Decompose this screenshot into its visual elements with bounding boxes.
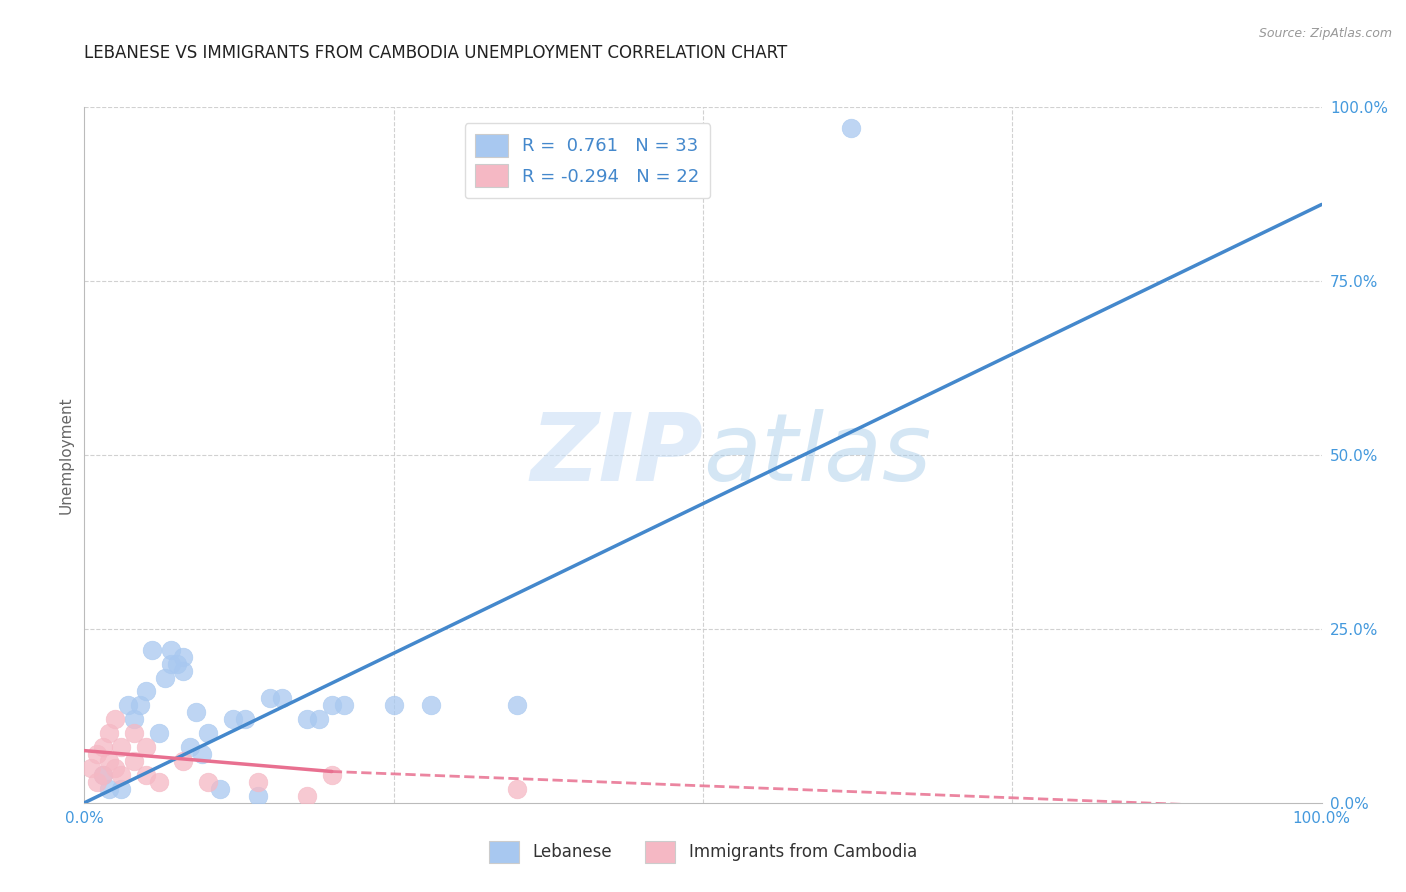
Point (259, 691, 281, 706)
Text: LEBANESE VS IMMIGRANTS FROM CAMBODIA UNEMPLOYMENT CORRELATION CHART: LEBANESE VS IMMIGRANTS FROM CAMBODIA UNE… (84, 45, 787, 62)
Point (135, 684, 157, 698)
Point (191, 747, 214, 761)
Point (333, 698, 356, 713)
Point (98, 781, 121, 796)
Point (172, 754, 194, 768)
Point (841, 120, 863, 135)
Point (86, 775, 108, 789)
Point (141, 642, 163, 657)
Point (308, 712, 330, 726)
Point (98, 726, 121, 740)
Point (419, 698, 441, 713)
Point (295, 789, 318, 803)
Point (91, 768, 114, 782)
Point (197, 726, 219, 740)
Point (222, 712, 245, 726)
Point (160, 642, 183, 657)
Point (184, 706, 207, 720)
Text: Source: ZipAtlas.com: Source: ZipAtlas.com (1258, 27, 1392, 40)
Point (110, 768, 132, 782)
Point (321, 768, 343, 782)
Point (135, 740, 157, 755)
Point (122, 754, 145, 768)
Text: ZIP: ZIP (530, 409, 703, 501)
Point (98, 754, 121, 768)
Point (122, 712, 145, 726)
Point (382, 698, 405, 713)
Point (246, 789, 269, 803)
Point (117, 698, 139, 713)
Point (209, 781, 232, 796)
Point (91, 740, 114, 755)
Point (172, 664, 194, 678)
Point (197, 775, 219, 789)
Point (172, 649, 194, 664)
Y-axis label: Unemployment: Unemployment (58, 396, 73, 514)
Point (110, 781, 132, 796)
Point (506, 698, 529, 713)
Point (148, 775, 170, 789)
Point (110, 740, 132, 755)
Point (506, 781, 529, 796)
Point (129, 698, 152, 713)
Point (79, 761, 101, 775)
Point (166, 657, 188, 671)
Point (321, 698, 343, 713)
Point (233, 712, 256, 726)
Point (160, 657, 183, 671)
Point (86, 747, 108, 761)
Point (179, 740, 201, 755)
Point (246, 775, 269, 789)
Point (295, 712, 318, 726)
Point (104, 761, 127, 775)
Legend: Lebanese, Immigrants from Cambodia: Lebanese, Immigrants from Cambodia (481, 833, 925, 871)
Point (153, 671, 176, 685)
Point (135, 768, 157, 782)
Point (104, 712, 127, 726)
Point (122, 726, 145, 740)
Point (271, 691, 294, 706)
Point (148, 726, 170, 740)
Point (91, 768, 114, 782)
Text: atlas: atlas (703, 409, 931, 500)
